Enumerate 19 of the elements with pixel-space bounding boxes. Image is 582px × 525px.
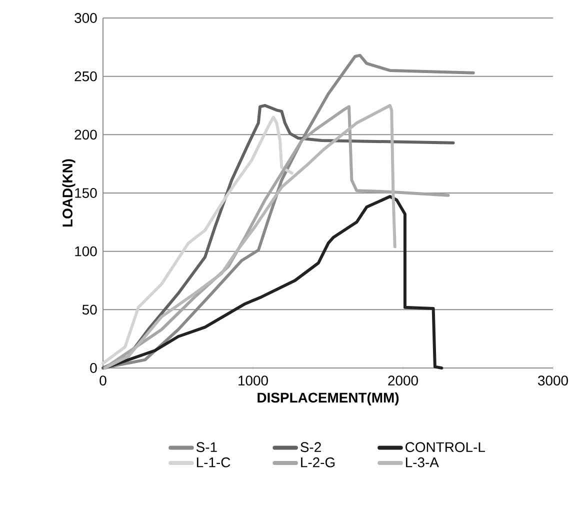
x-tick-label: 3000	[538, 376, 568, 386]
legend-label: CONTROL-L	[406, 442, 485, 452]
legend-label: S-2	[300, 442, 321, 452]
y-tick-label: 100	[75, 246, 97, 256]
y-tick-label: 0	[90, 363, 97, 373]
y-tick-label: 200	[74, 130, 97, 140]
y-tick-label: 250	[74, 71, 97, 82]
x-tick-label: 1000	[238, 376, 268, 386]
legend-label: L-2-G	[301, 457, 335, 468]
y-axis-title: LOAD(KN)	[62, 159, 76, 227]
y-tick-label: 300	[74, 13, 97, 23]
x-axis-title: DISPLACEMENT(MM)	[258, 392, 399, 406]
y-tick-label: 150	[75, 188, 97, 198]
legend-label: L-3-A	[406, 457, 439, 468]
x-tick-label: 2000	[388, 376, 418, 386]
x-tick-label: 0	[100, 376, 106, 386]
legend-label: L-1-C	[196, 457, 230, 468]
legend-label: S-1	[196, 442, 217, 452]
y-tick-label: 50	[82, 304, 97, 315]
